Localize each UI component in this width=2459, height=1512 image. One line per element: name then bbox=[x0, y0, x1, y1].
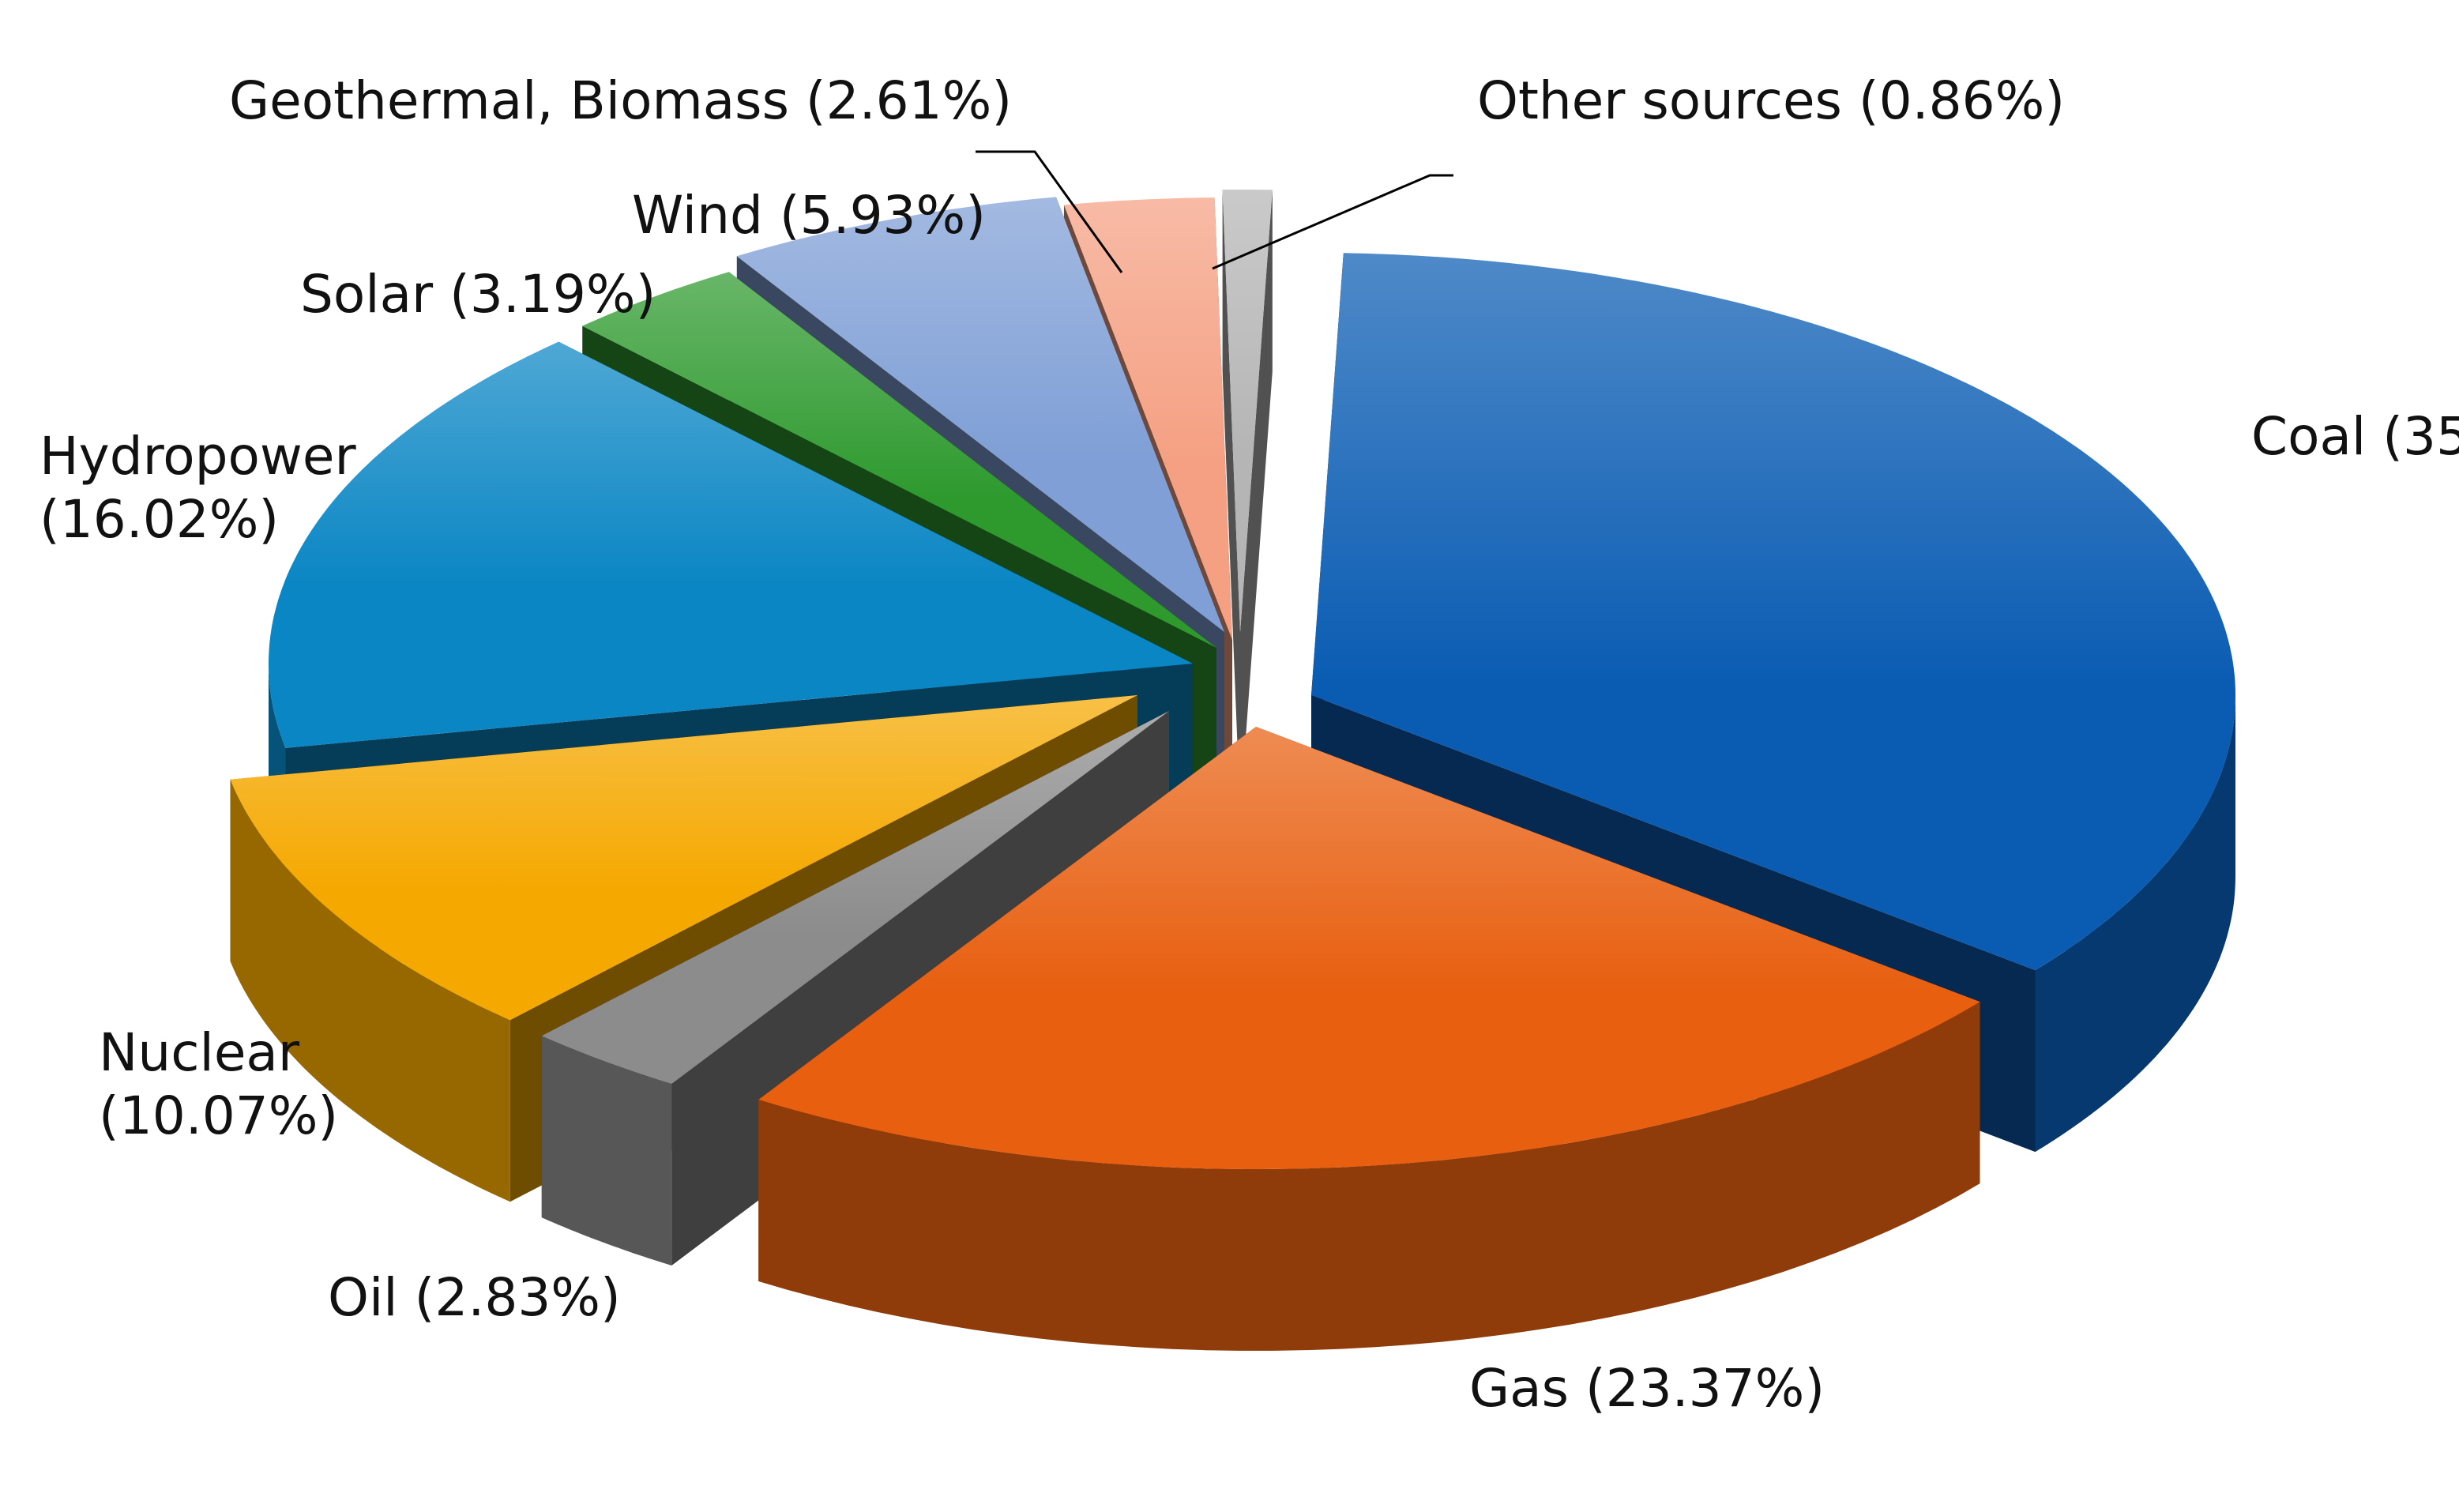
slice-gloss-solar bbox=[582, 272, 1216, 648]
label-line-geothermal-biomass-0: Geothermal, Biomass (2.61%) bbox=[229, 70, 1012, 131]
label-other-sources: Other sources (0.86%) bbox=[1477, 70, 2065, 131]
label-line-oil-0: Oil (2.83%) bbox=[328, 1267, 621, 1328]
label-line-nuclear-1: (10.07%) bbox=[99, 1085, 338, 1146]
label-line-hydropower-1: (16.02%) bbox=[39, 489, 279, 550]
leader-lines bbox=[976, 150, 1453, 273]
slice-gloss-other-sources bbox=[1222, 190, 1273, 632]
label-line-hydropower-0: Hydropower bbox=[39, 426, 357, 487]
label-line-solar-0: Solar (3.19%) bbox=[300, 264, 656, 325]
leader-other-sources bbox=[1212, 174, 1453, 270]
slice-side-gas-0 bbox=[758, 1002, 1980, 1351]
label-solar: Solar (3.19%) bbox=[300, 264, 656, 325]
slice-gloss-gas bbox=[758, 727, 1980, 1169]
slice-wall-other-sources-0 bbox=[1222, 190, 1240, 814]
slice-gloss-coal bbox=[1311, 253, 2235, 971]
label-oil: Oil (2.83%) bbox=[328, 1267, 621, 1328]
slice-gloss-geothermal-biomass bbox=[1063, 197, 1232, 641]
slice-wall-other-sources-1 bbox=[1240, 190, 1273, 814]
slice-tops bbox=[230, 190, 2235, 1169]
label-coal: Coal (35.12%) bbox=[2251, 406, 2459, 467]
label-line-gas-0: Gas (23.37%) bbox=[1469, 1358, 1825, 1419]
slice-side-coal-0 bbox=[2035, 695, 2235, 1153]
leader-geothermal-biomass bbox=[976, 150, 1123, 273]
label-line-coal-0: Coal (35.12%) bbox=[2251, 406, 2459, 467]
slice-wall-oil-1 bbox=[541, 711, 1169, 1218]
slice-side-oil-0 bbox=[541, 1036, 672, 1266]
slice-gloss-nuclear bbox=[230, 695, 1137, 1021]
slice-gloss-wind bbox=[736, 197, 1224, 632]
label-line-other-sources-0: Other sources (0.86%) bbox=[1477, 70, 2065, 131]
label-line-wind-0: Wind (5.93%) bbox=[632, 185, 986, 246]
label-wind: Wind (5.93%) bbox=[632, 185, 986, 246]
label-line-nuclear-0: Nuclear bbox=[99, 1022, 300, 1083]
slice-gloss-oil bbox=[541, 711, 1169, 1084]
label-geothermal-biomass: Geothermal, Biomass (2.61%) bbox=[229, 70, 1012, 131]
label-gas: Gas (23.37%) bbox=[1469, 1358, 1825, 1419]
slice-labels: Coal (35.12%) Gas (23.37%) Oil (2.83%) Nucl… bbox=[39, 70, 2459, 1419]
slice-side-nuclear-0 bbox=[230, 779, 510, 1202]
label-nuclear: Nuclear (10.07%) bbox=[99, 1022, 338, 1146]
label-hydropower: Hydropower (16.02%) bbox=[39, 426, 357, 550]
slice-gloss-hydropower bbox=[269, 341, 1193, 748]
